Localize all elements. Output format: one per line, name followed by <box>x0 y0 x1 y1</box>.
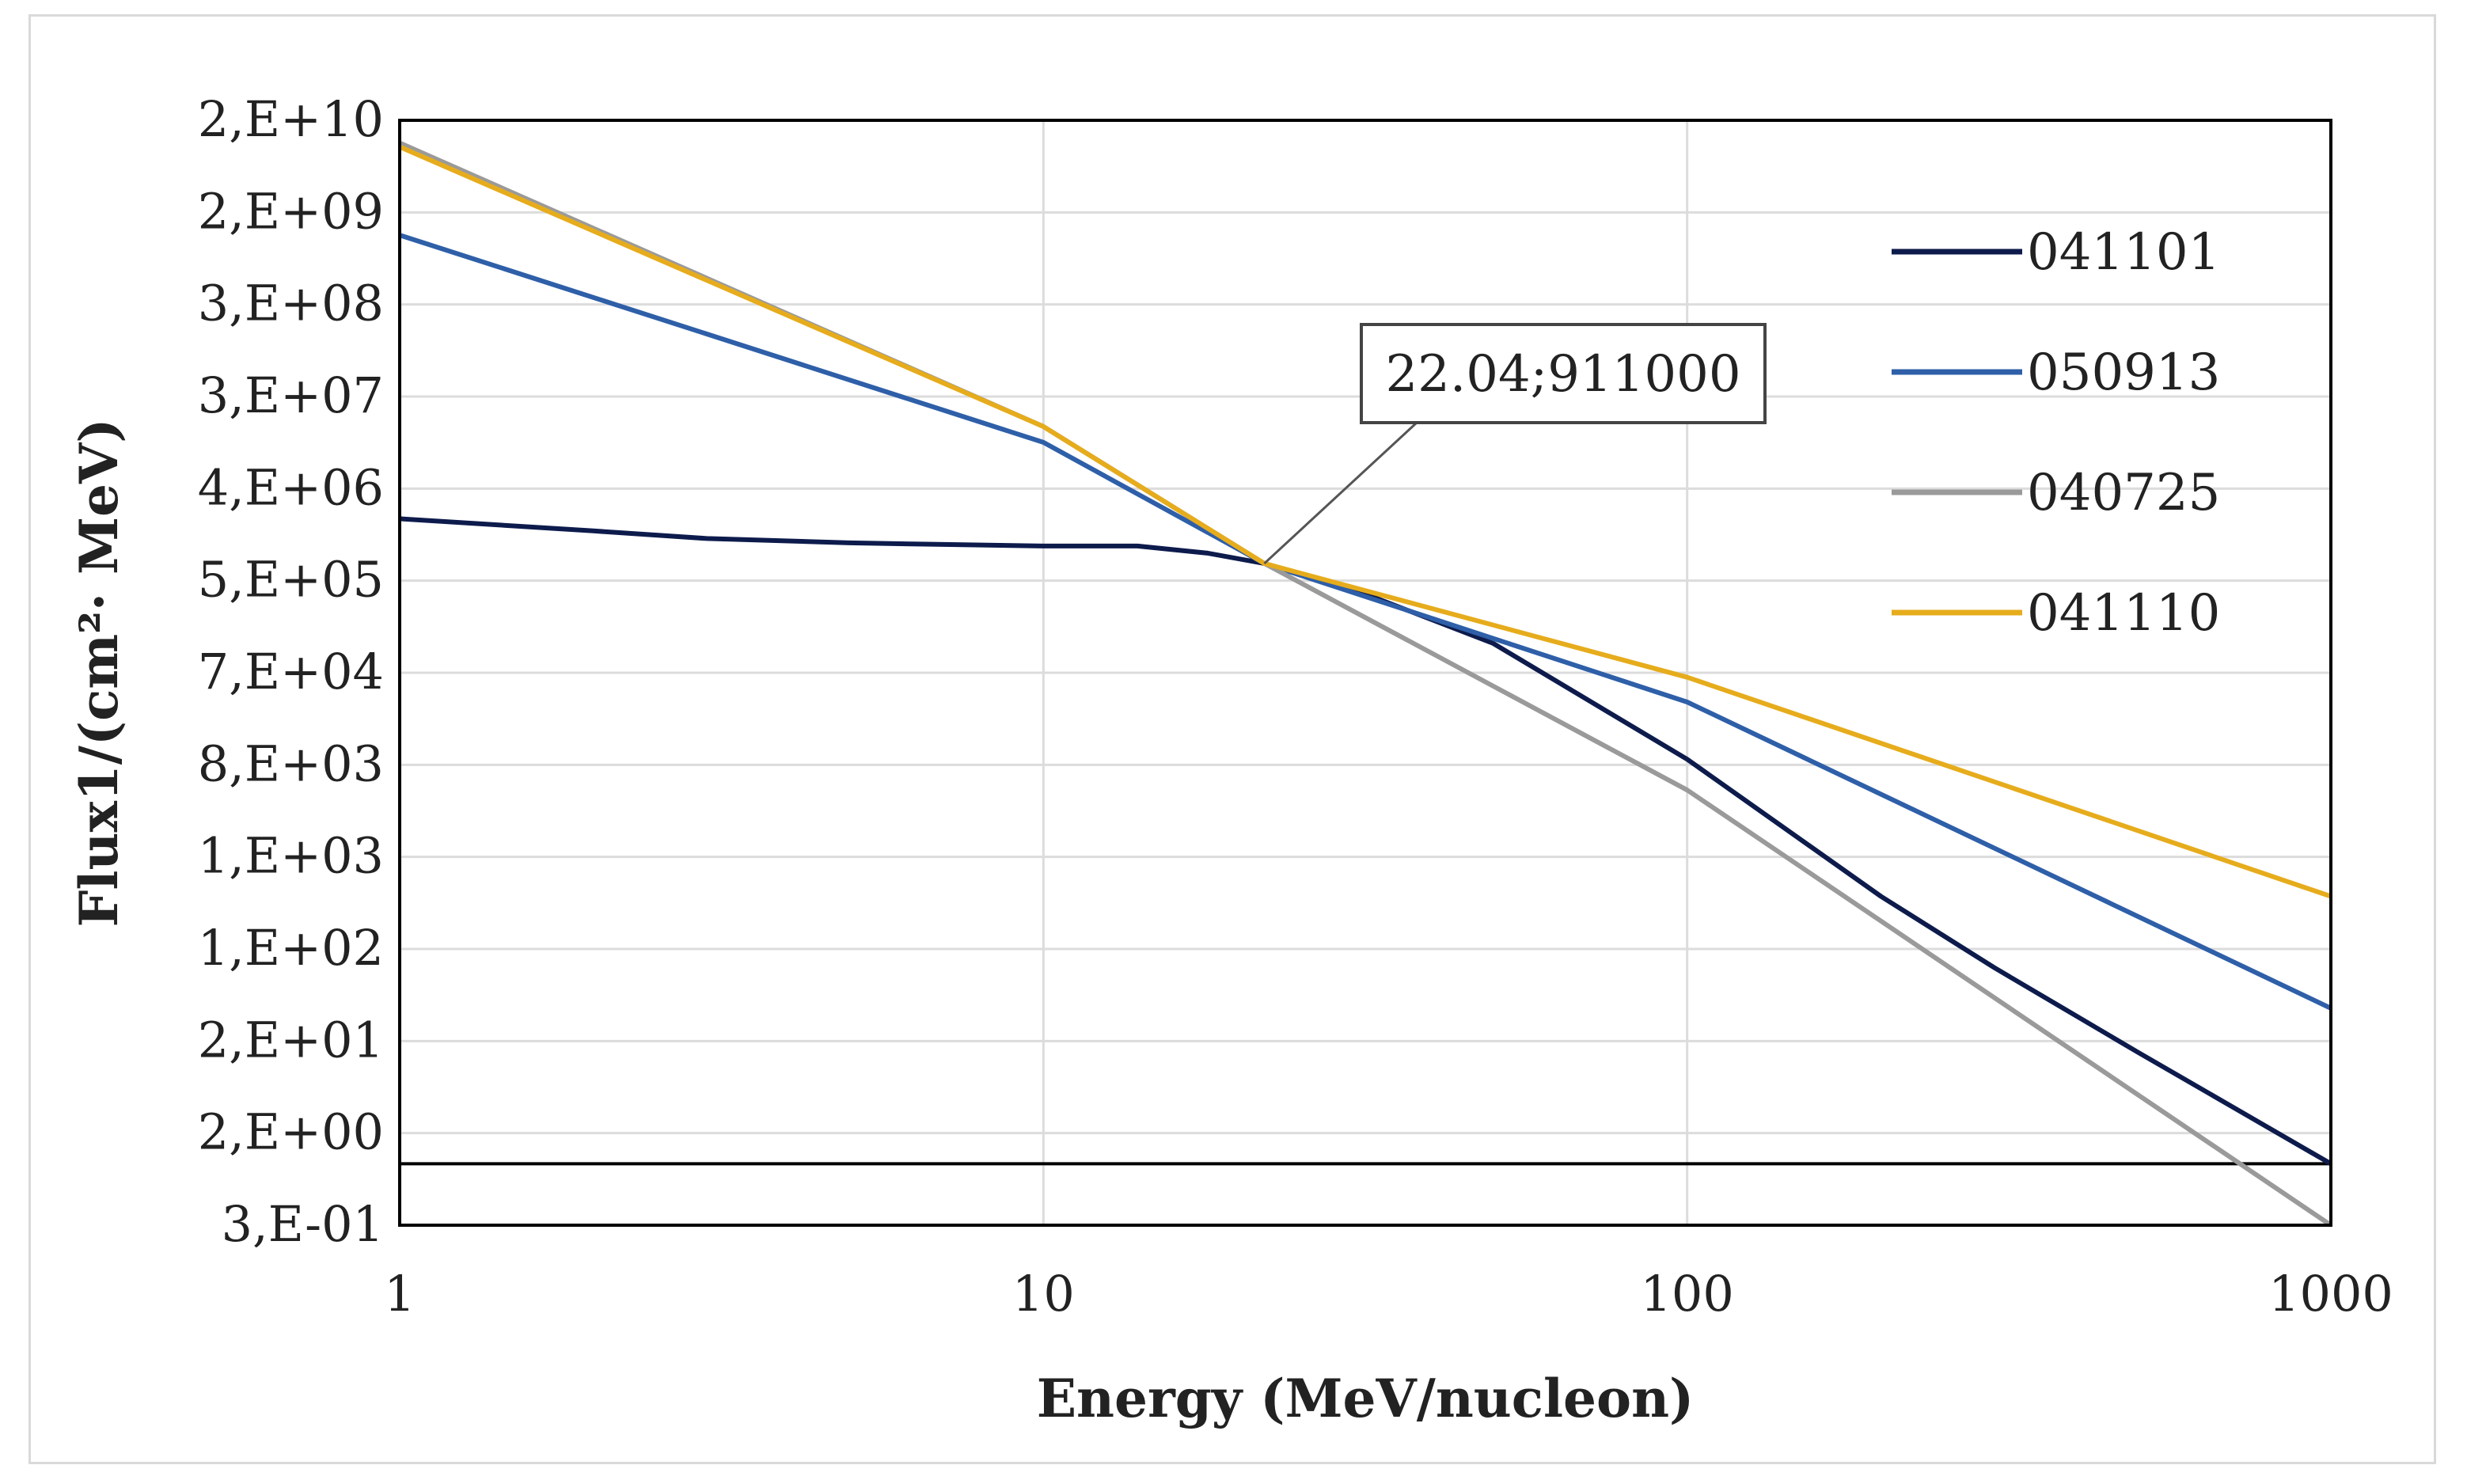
y-tick-label: 8,E+03 <box>198 734 384 792</box>
legend-label-041110: 041110 <box>2027 584 2220 643</box>
x-axis-title: Energy (MeV/nucleon) <box>1037 1368 1695 1429</box>
y-tick-label: 2,E+09 <box>198 182 384 240</box>
y-axis-title: Flux1/(cm²· MeV) <box>68 419 130 928</box>
y-tick-label: 1,E+02 <box>198 919 384 977</box>
y-tick-label: 2,E+01 <box>198 1011 384 1068</box>
callout-leader <box>1263 421 1418 565</box>
legend-label-040725: 040725 <box>2027 464 2220 522</box>
callout-annotation: 22.04;911000 <box>1263 323 1767 565</box>
series-line-041101 <box>399 516 2332 1166</box>
x-tick-label: 100 <box>1640 1265 1733 1323</box>
y-tick-labels: 2,E+10 2,E+09 3,E+08 3,E+07 4,E+06 5,E+05 7,E+… <box>198 90 384 1253</box>
y-tick-label: 1,E+03 <box>198 827 384 885</box>
callout-box <box>1360 323 1767 424</box>
gridlines <box>398 119 2332 1227</box>
y-tick-label: 3,E+07 <box>198 366 384 424</box>
y-tick-label: 3,E+08 <box>198 275 384 332</box>
legend-label-050913: 050913 <box>2027 343 2220 402</box>
x-tick-label: 1 <box>384 1265 415 1323</box>
plot-area <box>398 119 2332 1227</box>
legend-label-041101: 041101 <box>2027 223 2220 282</box>
y-tick-label: 3,E-01 <box>222 1195 384 1253</box>
callout-label: 22.04;911000 <box>1385 345 1740 404</box>
legend: 041101 050913 040725 041110 <box>1892 223 2220 643</box>
y-tick-label: 2,E+00 <box>198 1103 384 1161</box>
chart-frame <box>28 14 2436 1464</box>
x-tick-label: 1000 <box>2268 1265 2393 1323</box>
x-tick-labels: 1 10 100 1000 <box>384 1265 2393 1323</box>
y-tick-label: 4,E+06 <box>198 458 384 516</box>
y-tick-label: 2,E+10 <box>198 90 384 148</box>
y-tick-label: 5,E+05 <box>198 551 384 609</box>
y-tick-label: 7,E+04 <box>198 643 384 700</box>
x-tick-label: 10 <box>1012 1265 1075 1323</box>
